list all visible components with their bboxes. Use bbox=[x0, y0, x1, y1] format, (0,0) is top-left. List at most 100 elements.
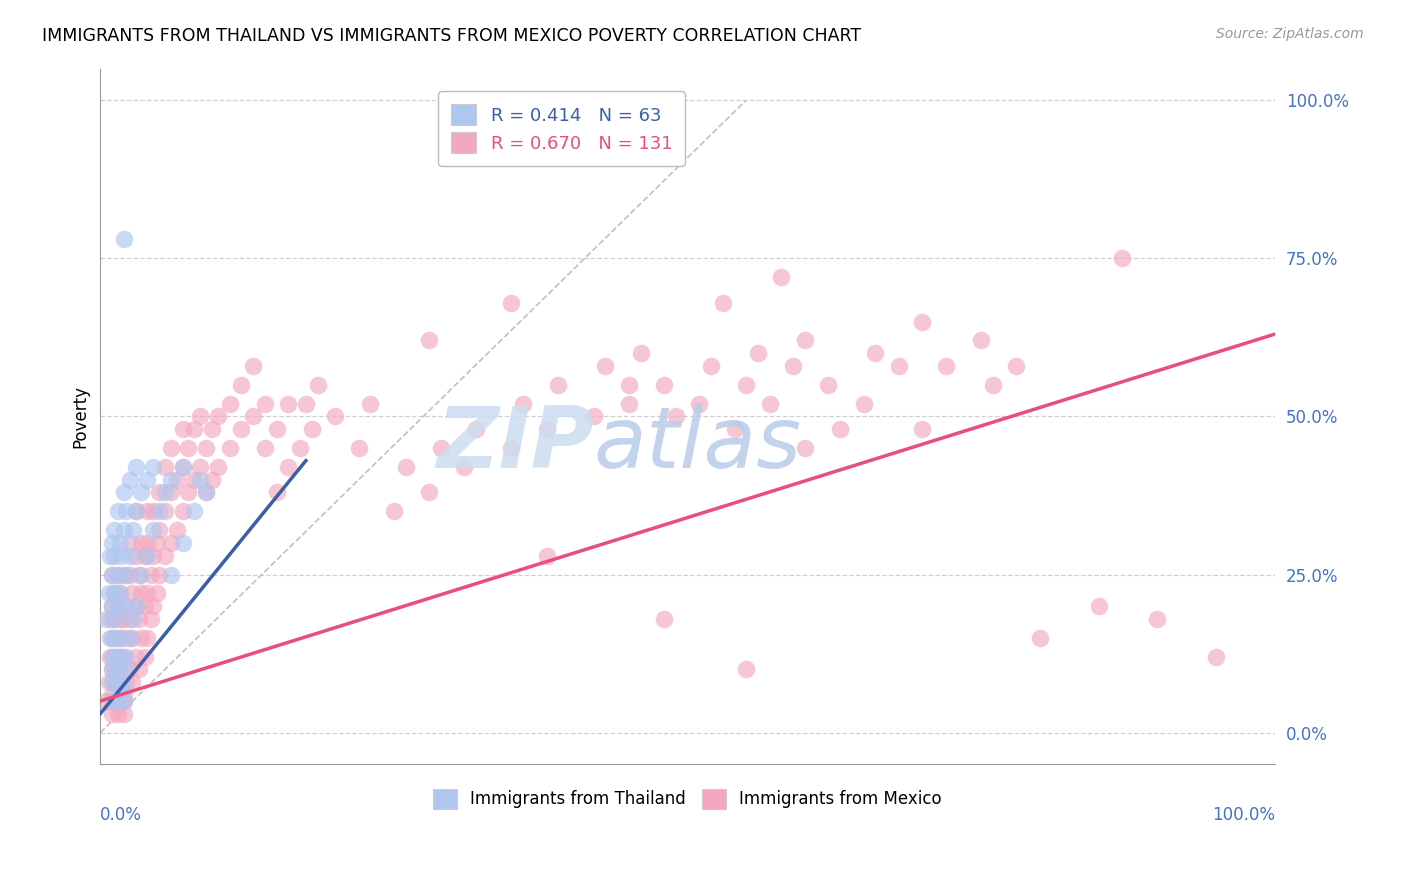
Point bbox=[301, 422, 323, 436]
Point bbox=[207, 409, 229, 424]
Point bbox=[148, 567, 170, 582]
Point bbox=[101, 675, 124, 690]
Point bbox=[107, 649, 129, 664]
Point bbox=[103, 649, 125, 664]
Text: 100.0%: 100.0% bbox=[1212, 806, 1275, 824]
Point bbox=[166, 523, 188, 537]
Point bbox=[104, 662, 127, 676]
Point bbox=[266, 422, 288, 436]
Point bbox=[418, 485, 440, 500]
Point bbox=[112, 232, 135, 246]
Point bbox=[295, 397, 318, 411]
Point bbox=[142, 599, 165, 614]
Point bbox=[115, 649, 138, 664]
Point bbox=[124, 649, 146, 664]
Point bbox=[172, 536, 194, 550]
Point bbox=[501, 441, 523, 455]
Point bbox=[536, 422, 558, 436]
Point bbox=[101, 694, 124, 708]
Point bbox=[134, 549, 156, 563]
Point bbox=[981, 377, 1004, 392]
Point bbox=[782, 359, 804, 373]
Point bbox=[142, 549, 165, 563]
Point bbox=[911, 314, 934, 328]
Point bbox=[159, 485, 181, 500]
Point bbox=[382, 504, 405, 518]
Point bbox=[115, 631, 138, 645]
Point bbox=[104, 694, 127, 708]
Point bbox=[830, 422, 852, 436]
Point bbox=[118, 549, 141, 563]
Point bbox=[124, 504, 146, 518]
Point bbox=[758, 397, 780, 411]
Point bbox=[166, 473, 188, 487]
Point bbox=[121, 631, 143, 645]
Point bbox=[128, 612, 150, 626]
Point bbox=[101, 599, 124, 614]
Point bbox=[118, 473, 141, 487]
Point bbox=[136, 549, 159, 563]
Point bbox=[96, 612, 118, 626]
Point bbox=[1087, 599, 1109, 614]
Point bbox=[218, 397, 240, 411]
Point bbox=[794, 334, 817, 348]
Point bbox=[242, 409, 264, 424]
Point bbox=[107, 706, 129, 721]
Point bbox=[110, 675, 132, 690]
Point bbox=[145, 586, 167, 600]
Point bbox=[110, 631, 132, 645]
Point bbox=[172, 422, 194, 436]
Point bbox=[188, 473, 211, 487]
Point bbox=[148, 485, 170, 500]
Point bbox=[148, 504, 170, 518]
Point bbox=[547, 377, 569, 392]
Point bbox=[817, 377, 839, 392]
Point bbox=[124, 599, 146, 614]
Point bbox=[770, 270, 793, 285]
Point bbox=[103, 631, 125, 645]
Point bbox=[153, 485, 176, 500]
Point bbox=[112, 681, 135, 696]
Point bbox=[536, 549, 558, 563]
Point bbox=[104, 649, 127, 664]
Point bbox=[136, 586, 159, 600]
Point bbox=[277, 397, 299, 411]
Point bbox=[107, 681, 129, 696]
Point bbox=[159, 567, 181, 582]
Point bbox=[1205, 649, 1227, 664]
Point bbox=[115, 599, 138, 614]
Point bbox=[172, 460, 194, 475]
Point bbox=[112, 523, 135, 537]
Point bbox=[124, 549, 146, 563]
Point bbox=[131, 586, 153, 600]
Point bbox=[101, 649, 124, 664]
Point bbox=[112, 485, 135, 500]
Point bbox=[118, 536, 141, 550]
Point bbox=[107, 694, 129, 708]
Point bbox=[107, 599, 129, 614]
Point bbox=[195, 485, 218, 500]
Point bbox=[103, 586, 125, 600]
Point bbox=[142, 460, 165, 475]
Point bbox=[288, 441, 311, 455]
Point bbox=[101, 536, 124, 550]
Point bbox=[118, 631, 141, 645]
Point bbox=[110, 662, 132, 676]
Point bbox=[97, 586, 120, 600]
Point bbox=[101, 599, 124, 614]
Point bbox=[112, 694, 135, 708]
Point bbox=[1029, 631, 1052, 645]
Point bbox=[512, 397, 534, 411]
Point bbox=[112, 612, 135, 626]
Point bbox=[103, 523, 125, 537]
Point bbox=[148, 523, 170, 537]
Point bbox=[201, 422, 224, 436]
Point bbox=[110, 536, 132, 550]
Point bbox=[253, 397, 276, 411]
Point bbox=[118, 662, 141, 676]
Point bbox=[852, 397, 875, 411]
Point bbox=[153, 504, 176, 518]
Point bbox=[195, 441, 218, 455]
Point bbox=[115, 675, 138, 690]
Point bbox=[101, 567, 124, 582]
